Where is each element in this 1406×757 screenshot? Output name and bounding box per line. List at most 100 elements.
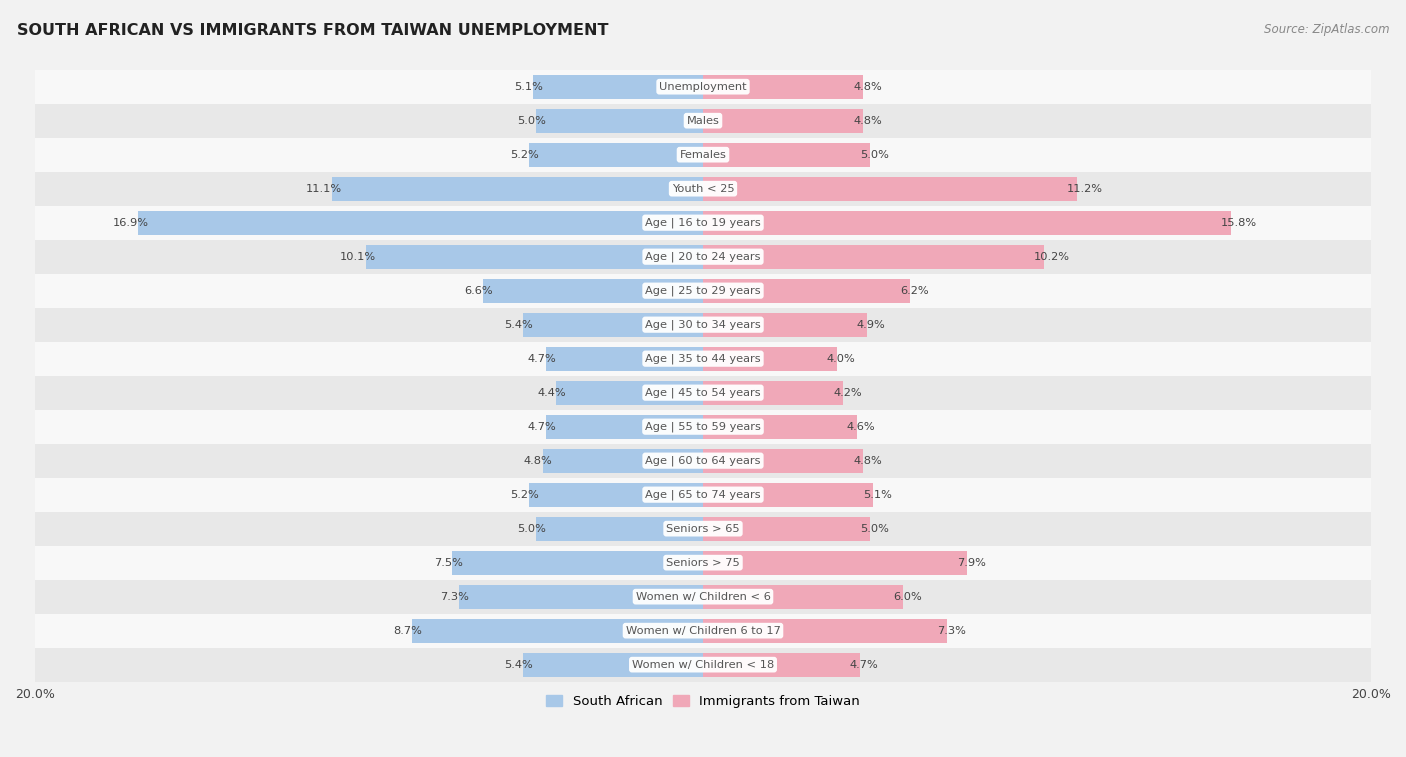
Text: 5.1%: 5.1% bbox=[863, 490, 893, 500]
Text: 5.2%: 5.2% bbox=[510, 150, 540, 160]
Bar bbox=[529, 143, 703, 167]
Bar bbox=[543, 449, 703, 472]
Bar bbox=[366, 245, 703, 269]
Bar bbox=[412, 618, 703, 643]
Bar bbox=[460, 584, 703, 609]
Text: 5.0%: 5.0% bbox=[860, 150, 889, 160]
Bar bbox=[35, 546, 1371, 580]
Text: Age | 65 to 74 years: Age | 65 to 74 years bbox=[645, 490, 761, 500]
Text: Women w/ Children 6 to 17: Women w/ Children 6 to 17 bbox=[626, 625, 780, 636]
Bar bbox=[35, 444, 1371, 478]
Bar bbox=[703, 75, 863, 98]
Bar bbox=[703, 210, 1230, 235]
Text: Seniors > 65: Seniors > 65 bbox=[666, 524, 740, 534]
Text: 6.6%: 6.6% bbox=[464, 285, 492, 296]
Bar bbox=[523, 653, 703, 677]
Text: Males: Males bbox=[686, 116, 720, 126]
Text: Age | 45 to 54 years: Age | 45 to 54 years bbox=[645, 388, 761, 398]
Bar bbox=[35, 648, 1371, 681]
Bar bbox=[546, 415, 703, 438]
Text: Females: Females bbox=[679, 150, 727, 160]
Bar bbox=[332, 177, 703, 201]
Text: 11.1%: 11.1% bbox=[307, 184, 342, 194]
Bar bbox=[703, 584, 904, 609]
Text: 5.0%: 5.0% bbox=[517, 116, 546, 126]
Text: Youth < 25: Youth < 25 bbox=[672, 184, 734, 194]
Text: 5.1%: 5.1% bbox=[513, 82, 543, 92]
Bar bbox=[35, 206, 1371, 240]
Bar bbox=[703, 177, 1077, 201]
Text: 4.0%: 4.0% bbox=[827, 354, 855, 363]
Text: 6.2%: 6.2% bbox=[900, 285, 929, 296]
Text: 4.8%: 4.8% bbox=[853, 456, 882, 466]
Text: 5.0%: 5.0% bbox=[860, 524, 889, 534]
Bar bbox=[529, 483, 703, 506]
Text: SOUTH AFRICAN VS IMMIGRANTS FROM TAIWAN UNEMPLOYMENT: SOUTH AFRICAN VS IMMIGRANTS FROM TAIWAN … bbox=[17, 23, 609, 38]
Text: 4.6%: 4.6% bbox=[846, 422, 876, 431]
Bar bbox=[703, 313, 866, 337]
Text: 4.9%: 4.9% bbox=[856, 319, 886, 329]
Bar bbox=[523, 313, 703, 337]
Bar bbox=[703, 483, 873, 506]
Text: 5.4%: 5.4% bbox=[503, 659, 533, 670]
Bar bbox=[35, 172, 1371, 206]
Legend: South African, Immigrants from Taiwan: South African, Immigrants from Taiwan bbox=[541, 690, 865, 714]
Bar bbox=[703, 347, 837, 371]
Bar bbox=[453, 551, 703, 575]
Text: 7.5%: 7.5% bbox=[433, 558, 463, 568]
Bar bbox=[703, 415, 856, 438]
Text: Age | 35 to 44 years: Age | 35 to 44 years bbox=[645, 354, 761, 364]
Bar bbox=[546, 347, 703, 371]
Text: 7.9%: 7.9% bbox=[957, 558, 986, 568]
Text: 4.4%: 4.4% bbox=[537, 388, 567, 397]
Bar bbox=[35, 240, 1371, 274]
Bar bbox=[35, 104, 1371, 138]
Bar bbox=[35, 70, 1371, 104]
Text: Age | 30 to 34 years: Age | 30 to 34 years bbox=[645, 319, 761, 330]
Text: 10.2%: 10.2% bbox=[1033, 251, 1070, 262]
Bar bbox=[35, 580, 1371, 614]
Text: Age | 16 to 19 years: Age | 16 to 19 years bbox=[645, 217, 761, 228]
Bar bbox=[35, 341, 1371, 375]
Text: 7.3%: 7.3% bbox=[440, 592, 470, 602]
Bar bbox=[138, 210, 703, 235]
Text: 6.0%: 6.0% bbox=[893, 592, 922, 602]
Bar bbox=[35, 274, 1371, 307]
Bar bbox=[703, 449, 863, 472]
Text: Women w/ Children < 6: Women w/ Children < 6 bbox=[636, 592, 770, 602]
Text: 11.2%: 11.2% bbox=[1067, 184, 1104, 194]
Bar bbox=[35, 307, 1371, 341]
Text: Age | 25 to 29 years: Age | 25 to 29 years bbox=[645, 285, 761, 296]
Bar bbox=[35, 375, 1371, 410]
Text: Women w/ Children < 18: Women w/ Children < 18 bbox=[631, 659, 775, 670]
Bar bbox=[536, 109, 703, 132]
Text: 15.8%: 15.8% bbox=[1220, 218, 1257, 228]
Text: Age | 60 to 64 years: Age | 60 to 64 years bbox=[645, 456, 761, 466]
Bar bbox=[35, 614, 1371, 648]
Text: 5.4%: 5.4% bbox=[503, 319, 533, 329]
Text: Unemployment: Unemployment bbox=[659, 82, 747, 92]
Text: Source: ZipAtlas.com: Source: ZipAtlas.com bbox=[1264, 23, 1389, 36]
Text: 4.2%: 4.2% bbox=[834, 388, 862, 397]
Text: 7.3%: 7.3% bbox=[936, 625, 966, 636]
Text: 4.8%: 4.8% bbox=[524, 456, 553, 466]
Text: Seniors > 75: Seniors > 75 bbox=[666, 558, 740, 568]
Text: 4.8%: 4.8% bbox=[853, 116, 882, 126]
Bar bbox=[533, 75, 703, 98]
Bar bbox=[703, 517, 870, 540]
Bar bbox=[482, 279, 703, 303]
Text: 4.7%: 4.7% bbox=[527, 354, 555, 363]
Bar bbox=[35, 478, 1371, 512]
Bar bbox=[703, 279, 910, 303]
Bar bbox=[555, 381, 703, 404]
Bar bbox=[703, 381, 844, 404]
Bar bbox=[35, 410, 1371, 444]
Bar bbox=[703, 618, 946, 643]
Bar bbox=[703, 245, 1043, 269]
Text: Age | 55 to 59 years: Age | 55 to 59 years bbox=[645, 422, 761, 432]
Text: 8.7%: 8.7% bbox=[394, 625, 422, 636]
Text: 5.0%: 5.0% bbox=[517, 524, 546, 534]
Text: 16.9%: 16.9% bbox=[112, 218, 149, 228]
Text: 10.1%: 10.1% bbox=[339, 251, 375, 262]
Bar bbox=[35, 512, 1371, 546]
